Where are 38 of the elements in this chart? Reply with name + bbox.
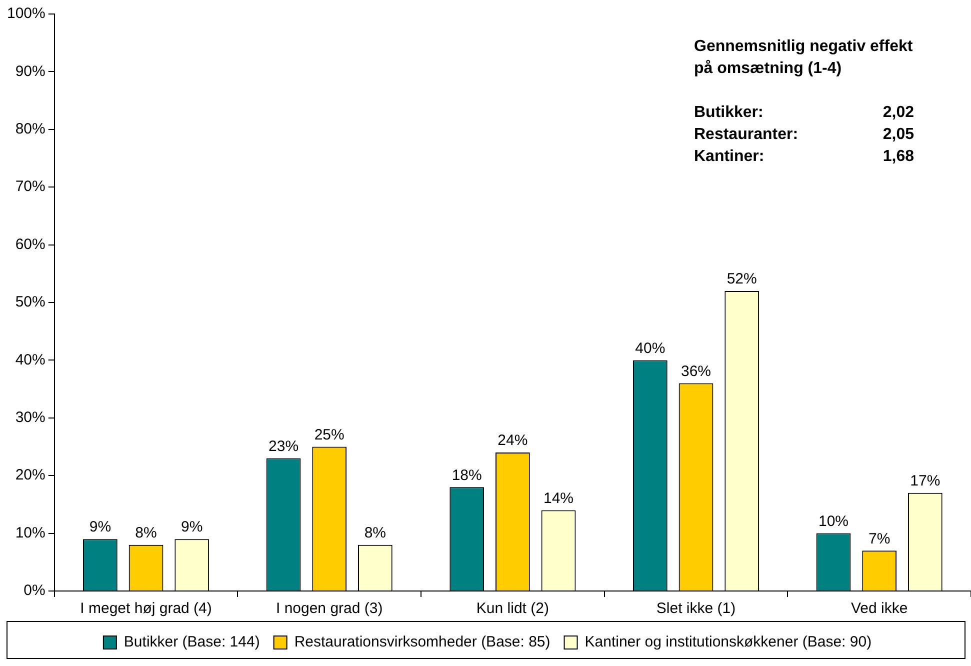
y-tick-label: 50% (15, 294, 46, 311)
y-tick-label: 30% (15, 409, 46, 426)
legend-label: Restaurationsvirksomheder (Base: 85) (294, 634, 550, 651)
text: Kantiner: 1,68 (694, 148, 914, 165)
y-tick-label: 80% (15, 120, 46, 138)
data-label: 52% (726, 270, 757, 288)
legend-label: Kantiner og institutionskøkkener (Base: 90) (584, 634, 872, 651)
y-tick-label: 90% (15, 62, 46, 80)
y-tick-label: 60% (15, 236, 46, 253)
data-label: 7% (868, 530, 890, 548)
data-label: 25% (314, 426, 344, 444)
text: Butikker: 2,02 (694, 104, 914, 121)
data-label: 14% (544, 490, 574, 507)
y-tick-label: 20% (15, 466, 46, 484)
x-tick-label: Kun lidt (2) (476, 600, 549, 618)
data-label: 40% (635, 340, 666, 357)
text: Restauranter: 2,05 (694, 126, 914, 143)
data-label: 17% (910, 472, 940, 490)
y-tick-label: 40% (15, 351, 46, 368)
data-label: 18% (452, 466, 482, 484)
annotation: Gennemsnitlig negativ effekt på omsætning (1-4) (694, 37, 914, 79)
x-tick-label: I nogen grad (3) (276, 600, 383, 618)
data-label: 9% (89, 518, 112, 536)
x-tick-label: Ved ikke (850, 600, 908, 618)
data-label: 8% (364, 524, 386, 542)
data-label: 24% (498, 432, 528, 450)
y-tick-label: 10% (15, 524, 46, 542)
y-tick-label: 0% (24, 582, 46, 600)
data-label: 8% (135, 524, 157, 542)
x-tick-label: I meget høj grad (4) (80, 600, 212, 618)
data-label: 23% (268, 438, 299, 455)
y-tick-label: 70% (15, 178, 46, 196)
y-tick-label: 100% (6, 5, 46, 22)
data-label: 10% (818, 512, 849, 530)
x-tick-label: Slet ikke (1) (656, 600, 736, 618)
legend-label: Butikker (Base: 144) (124, 634, 260, 651)
data-label: 9% (181, 518, 203, 536)
data-label: 36% (680, 362, 712, 380)
